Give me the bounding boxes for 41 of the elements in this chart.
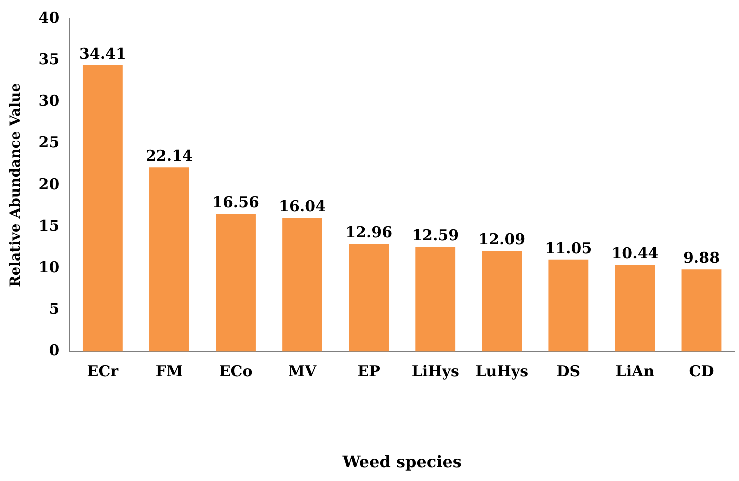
x-axis-title: Weed species	[342, 452, 462, 472]
data-label: 12.59	[412, 226, 460, 244]
data-label: 9.88	[683, 248, 720, 267]
x-tick-label: LuHys	[476, 362, 529, 381]
y-tick-label: 20	[38, 175, 60, 194]
data-label: 34.41	[79, 44, 126, 63]
data-label: 22.14	[146, 146, 193, 165]
y-tick-label: 35	[38, 50, 60, 68]
x-tick-label: MV	[288, 362, 318, 381]
bar	[349, 244, 390, 352]
y-tick-label: 0	[49, 342, 60, 360]
y-tick-label: 15	[38, 216, 60, 235]
bar	[615, 264, 656, 352]
x-tick-label: ECr	[87, 362, 120, 381]
bar	[682, 270, 722, 352]
bar	[82, 66, 123, 352]
data-label: 12.96	[346, 223, 393, 242]
y-tick-label: 25	[38, 134, 60, 152]
bar	[216, 214, 256, 352]
x-tick-label: CD	[689, 362, 714, 381]
x-tick-label: FM	[156, 362, 184, 381]
data-label: 16.04	[279, 198, 326, 216]
x-tick-label: EP	[358, 362, 380, 381]
bar	[282, 218, 322, 352]
y-tick-label: 30	[38, 92, 60, 110]
data-label: 10.44	[612, 244, 659, 262]
x-tick-label: ECo	[219, 362, 253, 381]
bar	[416, 247, 456, 352]
x-tick-label: LiHys	[412, 362, 460, 381]
data-label: 12.09	[478, 230, 526, 249]
bar	[150, 168, 190, 352]
data-label: 16.56	[212, 193, 260, 212]
x-tick-label: LiAn	[616, 362, 655, 381]
x-tick-label: DS	[556, 362, 581, 381]
data-label: 11.05	[545, 239, 592, 258]
y-tick-label: 5	[49, 300, 60, 318]
bar	[482, 251, 522, 352]
y-tick-label: 10	[38, 258, 60, 276]
bar	[548, 260, 589, 352]
y-tick-label: 40	[38, 8, 60, 27]
y-axis-title: Relative Abundance Value	[8, 83, 24, 288]
